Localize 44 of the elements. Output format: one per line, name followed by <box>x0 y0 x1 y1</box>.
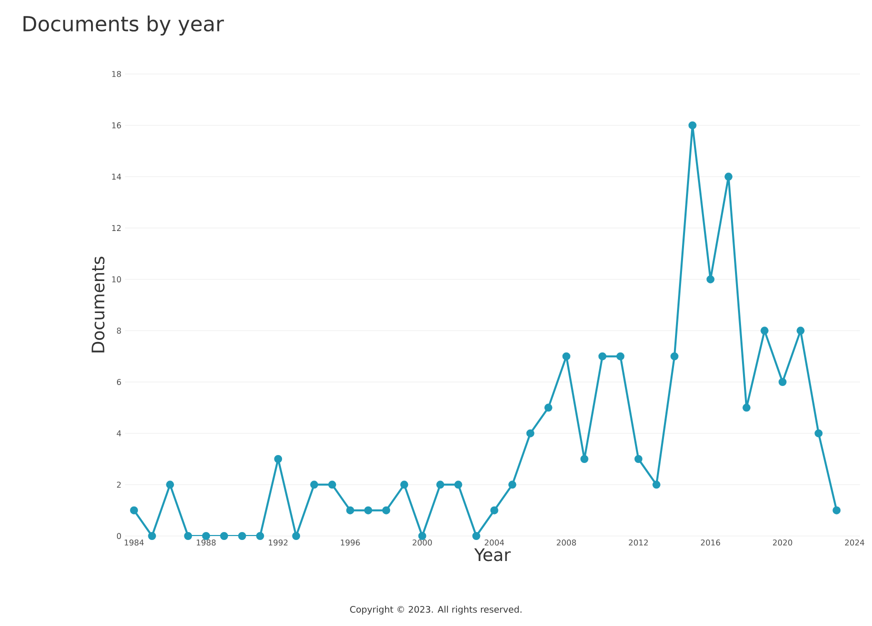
point <box>400 480 408 489</box>
point <box>148 532 156 540</box>
point <box>184 532 192 540</box>
point <box>760 326 769 335</box>
point <box>688 121 696 130</box>
point <box>166 480 174 489</box>
point <box>796 326 805 335</box>
point <box>706 275 714 284</box>
point <box>202 532 210 540</box>
point <box>256 532 264 540</box>
y-axis-title: Documents <box>92 256 105 352</box>
point <box>382 506 390 514</box>
point <box>526 429 534 438</box>
point <box>598 352 606 360</box>
point <box>814 429 823 438</box>
point <box>436 480 444 489</box>
point <box>310 480 318 489</box>
point <box>454 480 462 489</box>
point <box>832 506 841 514</box>
point <box>724 172 732 181</box>
point <box>364 506 372 514</box>
point <box>220 532 228 540</box>
chart-title: Documents by year <box>24 16 224 36</box>
point <box>274 455 282 463</box>
point <box>238 532 246 540</box>
point <box>634 455 642 463</box>
point <box>742 404 751 412</box>
point <box>328 480 336 489</box>
point <box>580 455 588 463</box>
point <box>562 352 570 360</box>
point <box>778 378 787 386</box>
point <box>508 480 516 489</box>
point <box>616 352 624 360</box>
point <box>670 352 678 360</box>
point <box>544 404 552 412</box>
text: Copyright © 2023. All rights reserved. <box>350 606 522 614</box>
point <box>490 506 498 514</box>
point <box>472 532 480 540</box>
point <box>346 506 354 514</box>
point <box>652 480 660 489</box>
x-axis-title: Year <box>474 548 511 562</box>
point <box>418 532 426 540</box>
point <box>130 506 138 514</box>
point <box>292 532 300 540</box>
